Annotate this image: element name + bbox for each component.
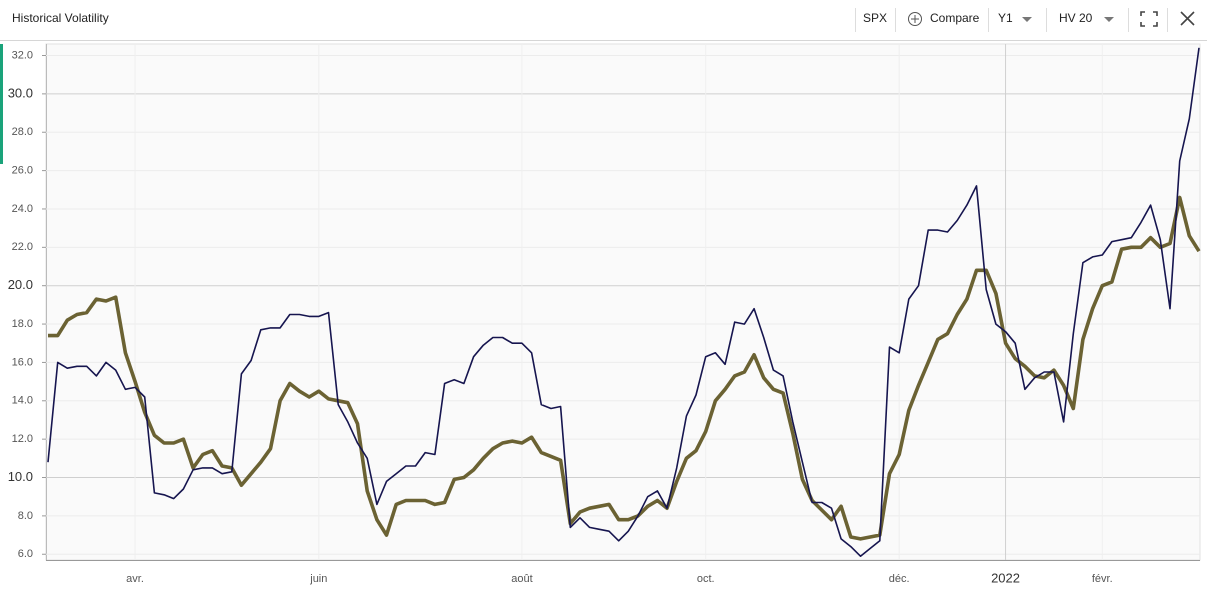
indicator-button[interactable]: HV 20 bbox=[1059, 11, 1093, 25]
series-line bbox=[48, 195, 1201, 541]
dropdown-caret[interactable] bbox=[1022, 17, 1032, 22]
dropdown-caret[interactable] bbox=[1104, 17, 1114, 22]
symbol-button[interactable]: SPX bbox=[863, 11, 887, 25]
x-tick-label: oct. bbox=[697, 573, 715, 585]
x-tick-label: déc. bbox=[889, 573, 910, 585]
y-tick-label: 8.0 bbox=[18, 510, 33, 522]
close-icon[interactable] bbox=[1180, 11, 1195, 26]
y-tick-label: 26.0 bbox=[12, 165, 33, 177]
y-tick-label: 14.0 bbox=[12, 395, 33, 407]
y-tick-label: 16.0 bbox=[12, 356, 33, 368]
y-tick-label: 12.0 bbox=[12, 433, 33, 445]
x-tick-label: avr. bbox=[126, 573, 144, 585]
series-line bbox=[47, 47, 1200, 557]
x-tick-label: juin bbox=[309, 573, 327, 585]
period-button[interactable]: Y1 bbox=[998, 11, 1013, 25]
y-tick-label: 20.0 bbox=[8, 277, 33, 292]
compare-button[interactable]: Compare bbox=[930, 11, 980, 25]
y-tick-label: 30.0 bbox=[8, 85, 33, 100]
y-tick-label: 32.0 bbox=[12, 49, 33, 61]
x-tick-label: août bbox=[511, 573, 532, 585]
compare-icon[interactable] bbox=[908, 12, 922, 26]
x-tick-label: 2022 bbox=[991, 570, 1020, 585]
x-tick-label: févr. bbox=[1092, 573, 1113, 585]
y-tick-label: 28.0 bbox=[12, 126, 33, 138]
fullscreen-icon[interactable] bbox=[1140, 11, 1158, 27]
plot-area bbox=[45, 43, 1201, 561]
y-tick-label: 6.0 bbox=[18, 548, 33, 560]
side-marker bbox=[0, 44, 3, 164]
y-tick-label: 22.0 bbox=[12, 241, 33, 253]
y-tick-label: 18.0 bbox=[12, 318, 33, 330]
y-tick-label: 24.0 bbox=[12, 203, 33, 215]
chart-title: Historical Volatility bbox=[12, 11, 109, 25]
y-tick-label: 10.0 bbox=[8, 469, 33, 484]
